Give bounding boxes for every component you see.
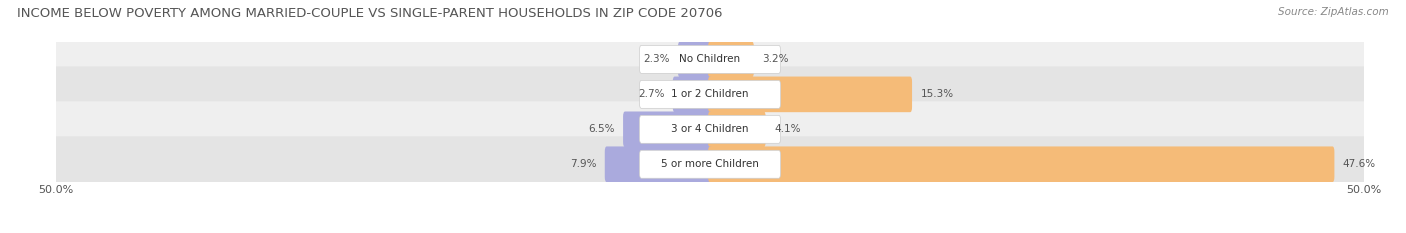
Text: 47.6%: 47.6% (1343, 159, 1376, 169)
FancyBboxPatch shape (640, 45, 780, 73)
Text: 1 or 2 Children: 1 or 2 Children (671, 89, 749, 99)
Text: 5 or more Children: 5 or more Children (661, 159, 759, 169)
FancyBboxPatch shape (640, 115, 780, 143)
Text: 4.1%: 4.1% (775, 124, 800, 134)
FancyBboxPatch shape (46, 136, 1374, 192)
FancyBboxPatch shape (640, 150, 780, 178)
Text: 2.7%: 2.7% (638, 89, 664, 99)
FancyBboxPatch shape (709, 112, 766, 147)
Text: 15.3%: 15.3% (921, 89, 953, 99)
FancyBboxPatch shape (678, 41, 711, 77)
Text: 2.3%: 2.3% (643, 55, 669, 64)
FancyBboxPatch shape (46, 31, 1374, 87)
Text: 7.9%: 7.9% (569, 159, 596, 169)
FancyBboxPatch shape (605, 147, 711, 182)
FancyBboxPatch shape (709, 76, 912, 112)
Text: INCOME BELOW POVERTY AMONG MARRIED-COUPLE VS SINGLE-PARENT HOUSEHOLDS IN ZIP COD: INCOME BELOW POVERTY AMONG MARRIED-COUPL… (17, 7, 723, 20)
FancyBboxPatch shape (640, 80, 780, 108)
FancyBboxPatch shape (709, 41, 754, 77)
FancyBboxPatch shape (623, 112, 711, 147)
FancyBboxPatch shape (46, 101, 1374, 157)
Text: No Children: No Children (679, 55, 741, 64)
Text: 6.5%: 6.5% (588, 124, 614, 134)
Text: Source: ZipAtlas.com: Source: ZipAtlas.com (1278, 7, 1389, 17)
Text: 3.2%: 3.2% (762, 55, 789, 64)
FancyBboxPatch shape (709, 147, 1334, 182)
FancyBboxPatch shape (672, 76, 711, 112)
Text: 3 or 4 Children: 3 or 4 Children (671, 124, 749, 134)
FancyBboxPatch shape (46, 66, 1374, 122)
